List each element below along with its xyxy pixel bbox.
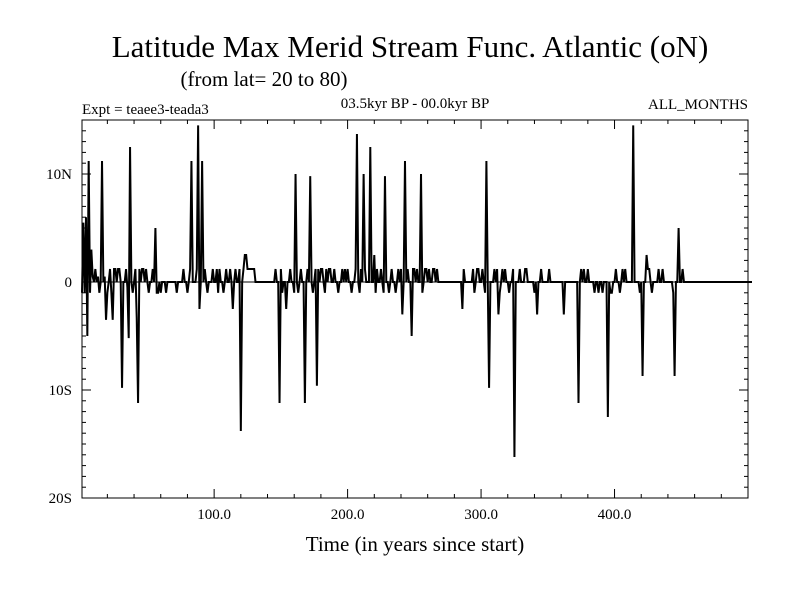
months-label: ALL_MONTHS xyxy=(648,97,748,113)
chart-subtitle: (from lat= 20 to 80) xyxy=(181,67,348,91)
y-tick-label: 20S xyxy=(49,491,72,507)
x-tick-label: 400.0 xyxy=(598,507,632,523)
chart-title: Latitude Max Merid Stream Func. Atlantic… xyxy=(112,29,709,64)
x-tick-label: 300.0 xyxy=(464,507,498,523)
x-axis: 100.0 200.0 300.0 400.0 xyxy=(106,120,722,523)
x-axis-label: Time (in years since start) xyxy=(306,532,525,556)
x-tick-label: 100.0 xyxy=(197,507,231,523)
experiment-label: Expt = teaee3-teada3 xyxy=(82,102,209,118)
series-line xyxy=(81,125,752,457)
y-tick-label: 10S xyxy=(49,383,72,399)
period-label: 03.5kyr BP - 00.0kyr BP xyxy=(341,96,490,112)
y-tick-label: 10N xyxy=(46,167,72,183)
x-tick-label: 200.0 xyxy=(331,507,365,523)
plot-frame xyxy=(81,119,749,499)
y-tick-label: 0 xyxy=(65,275,73,291)
